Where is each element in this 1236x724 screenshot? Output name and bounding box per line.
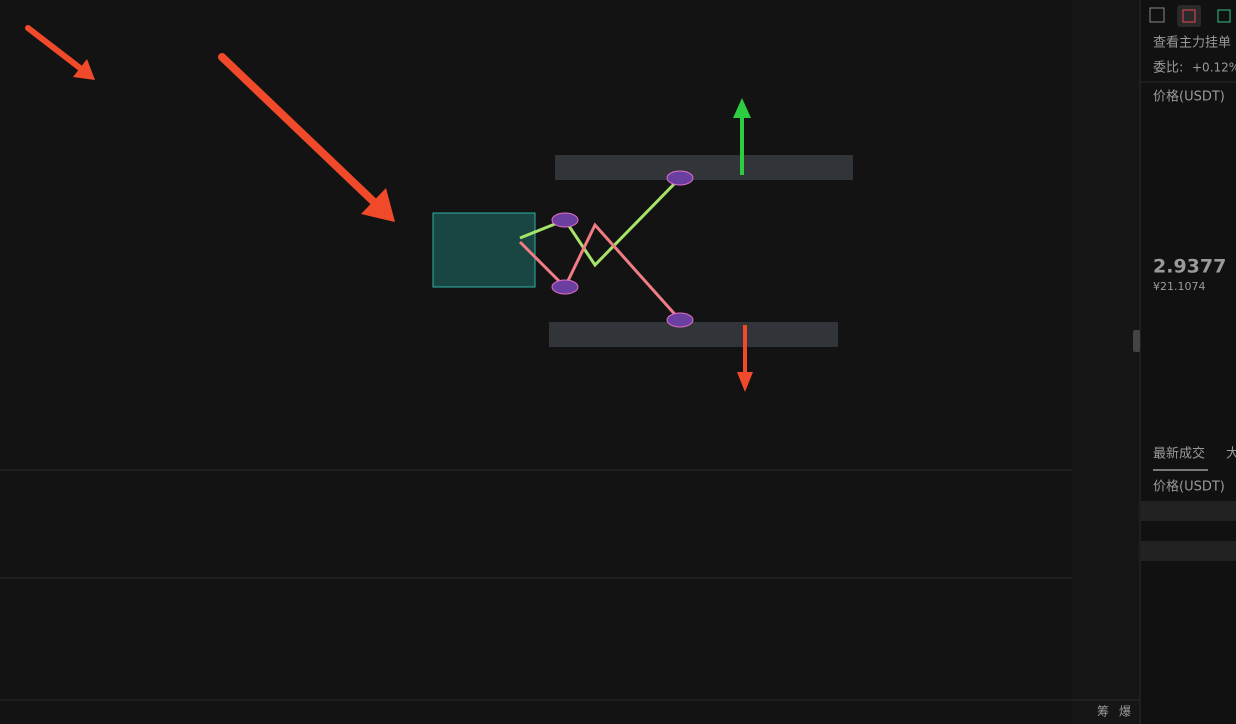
sidebar-title[interactable]: 查看主力挂单 xyxy=(1153,35,1231,51)
pivot xyxy=(551,279,579,295)
ratio: +0.12% xyxy=(1192,61,1236,75)
footer-label[interactable]: 爆 xyxy=(1119,705,1131,719)
pivot xyxy=(666,312,694,328)
icon xyxy=(1182,9,1196,23)
trend-arrow-head xyxy=(73,59,95,80)
trend-arrow-head xyxy=(361,188,395,222)
footer-label[interactable]: 筹 xyxy=(1097,705,1109,719)
down-arrow-head xyxy=(737,372,753,392)
icon[interactable] xyxy=(1149,7,1165,23)
pivot xyxy=(666,170,694,186)
row-highlight xyxy=(1141,501,1236,521)
trend-arrow xyxy=(218,53,379,207)
support-zone xyxy=(549,322,838,347)
consolidation-box xyxy=(432,212,536,288)
bear-path xyxy=(518,222,682,322)
price-header: 价格(USDT) xyxy=(1153,89,1225,105)
projection xyxy=(25,25,753,392)
row-highlight xyxy=(1141,541,1236,561)
last-price: 2.9377 xyxy=(1153,256,1226,278)
icon[interactable] xyxy=(1217,9,1231,23)
sidebar-bg xyxy=(1140,0,1236,724)
ratio-label: 委比: xyxy=(1153,61,1183,76)
bull-path xyxy=(519,176,682,268)
price-axis-bg xyxy=(1072,0,1140,724)
icon[interactable] xyxy=(1177,5,1201,27)
trades-title[interactable]: 最新成交 xyxy=(1153,446,1205,462)
resistance-zone xyxy=(555,155,853,180)
pivot xyxy=(551,212,579,228)
trend-arrow xyxy=(25,25,83,71)
trades-header: 价格(USDT) xyxy=(1153,479,1225,495)
trades-tab[interactable]: 大 xyxy=(1226,447,1236,462)
last-cny: ¥21.1074 xyxy=(1153,280,1206,293)
up-arrow-head xyxy=(733,98,751,118)
sidebar: 查看主力挂单 委比: +0.12% 价格(USDT) 2.9377 ¥21.10… xyxy=(1140,5,1236,561)
collapse-handle[interactable] xyxy=(1133,330,1140,352)
